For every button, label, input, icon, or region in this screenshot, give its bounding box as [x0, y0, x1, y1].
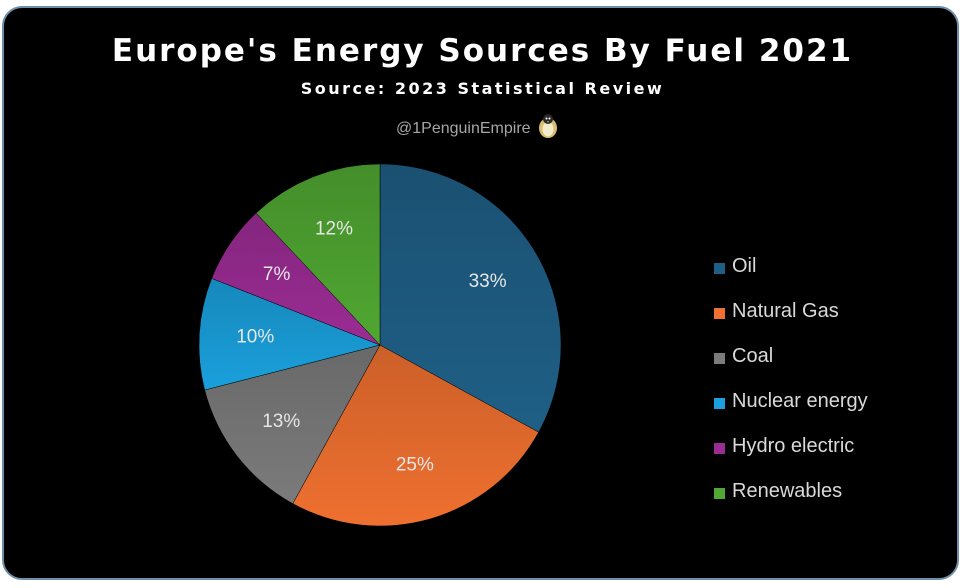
legend-item-hydro-electric: Hydro electric [714, 424, 868, 469]
legend-item-natural-gas: Natural Gas [714, 289, 868, 334]
pie-slice-oil [379, 163, 562, 433]
data-label-coal: 13% [262, 411, 300, 432]
legend-swatch-oil [714, 262, 725, 274]
pie-slice-nuclear-energy [198, 278, 381, 391]
legend-swatch-nuclear-energy [714, 397, 725, 409]
data-label-nuclear-energy: 10% [236, 327, 274, 348]
chart-title: Europe's Energy Sources By Fuel 2021 [111, 33, 854, 69]
data-label-natural-gas: 25% [396, 455, 434, 476]
legend-label-oil: Oil [732, 255, 757, 277]
legend-label-natural-gas: Natural Gas [732, 300, 839, 322]
legend: Oil Natural Gas Coal Nuclear energy Hydr… [714, 244, 868, 514]
data-label-hydro-electric: 7% [263, 264, 291, 285]
watermark: @1PenguinEmpire [396, 113, 559, 144]
legend-swatch-coal [714, 352, 725, 364]
pie-slice-natural-gas [292, 344, 539, 527]
legend-label-coal: Coal [732, 345, 774, 367]
legend-swatch-natural-gas [714, 307, 725, 319]
legend-swatch-renewables [714, 487, 725, 499]
pie-slice-renewables [255, 163, 381, 346]
penguin-icon [537, 113, 559, 144]
data-label-oil: 33% [469, 271, 507, 292]
legend-item-oil: Oil [714, 244, 868, 289]
legend-swatch-hydro-electric [714, 442, 725, 454]
legend-item-coal: Coal [714, 334, 868, 379]
legend-label-nuclear-energy: Nuclear energy [732, 390, 868, 412]
legend-item-renewables: Renewables [714, 469, 868, 514]
pie-slice-coal [204, 344, 381, 504]
legend-label-hydro-electric: Hydro electric [732, 435, 855, 457]
watermark-text: @1PenguinEmpire [396, 119, 531, 137]
chart-subtitle: Source: 2023 Statistical Review [300, 79, 665, 98]
legend-item-nuclear-energy: Nuclear energy [714, 379, 868, 424]
legend-label-renewables: Renewables [732, 480, 843, 502]
data-label-renewables: 12% [315, 218, 353, 239]
